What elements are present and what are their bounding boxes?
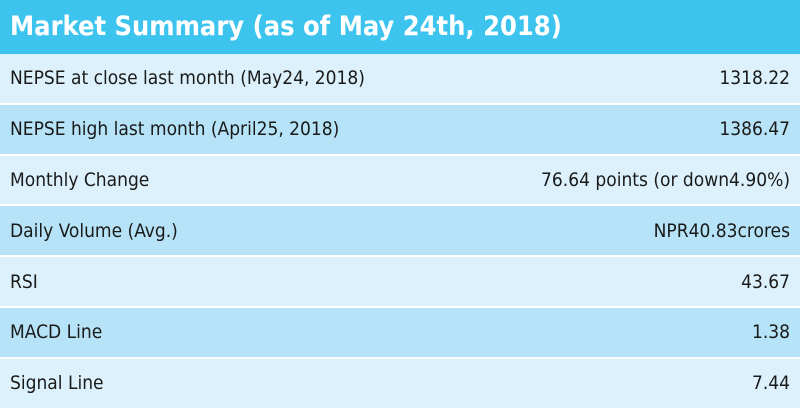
row-label: MACD Line xyxy=(10,321,103,344)
row-value: 7.44 xyxy=(751,372,790,395)
table: NEPSE at close last month (May24, 2018) 1… xyxy=(0,54,800,410)
row-value: NPR40.83crores xyxy=(653,219,790,242)
row-label: Signal Line xyxy=(10,372,104,395)
row-value: 1318.22 xyxy=(719,67,790,90)
row-label: Monthly Change xyxy=(10,168,150,191)
row-label: NEPSE high last month (April25, 2018) xyxy=(10,118,340,141)
table-row: Daily Volume (Avg.) NPR40.83crores xyxy=(0,206,800,258)
table-row: Monthly Change 76.64 points (or down4.90%… xyxy=(0,155,800,207)
row-value: 1.38 xyxy=(751,321,790,344)
row-label: RSI xyxy=(10,270,38,293)
table-row: NEPSE high last month (April25, 2018) 138… xyxy=(0,104,800,156)
table-row: Signal Line 7.44 xyxy=(0,358,800,410)
table-row: NEPSE at close last month (May24, 2018) 1… xyxy=(0,54,800,105)
title: Market Summary (as of May 24th, 2018) xyxy=(0,0,800,54)
table-row: MACD Line 1.38 xyxy=(0,307,800,359)
row-value: 1386.47 xyxy=(719,118,790,141)
row-label: Daily Volume (Avg.) xyxy=(10,219,178,242)
table-row: RSI 43.67 xyxy=(0,257,800,308)
row-value: 43.67 xyxy=(741,270,790,293)
row-value: 76.64 points (or down4.90%) xyxy=(541,168,790,191)
row-label: NEPSE at close last month (May24, 2018) xyxy=(10,67,365,90)
